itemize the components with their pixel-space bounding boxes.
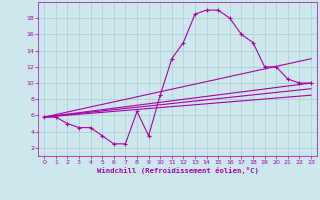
X-axis label: Windchill (Refroidissement éolien,°C): Windchill (Refroidissement éolien,°C) [97, 167, 259, 174]
